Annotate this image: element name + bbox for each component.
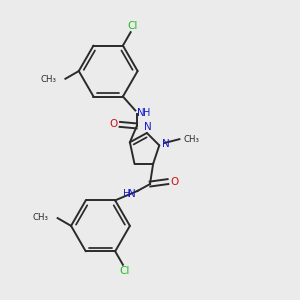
Text: N: N — [137, 108, 145, 118]
Text: N: N — [128, 189, 136, 199]
Text: Cl: Cl — [127, 21, 137, 31]
Text: H: H — [143, 108, 150, 118]
Text: O: O — [171, 177, 179, 187]
Text: H: H — [123, 189, 131, 199]
Text: O: O — [109, 119, 117, 129]
Text: N: N — [162, 139, 170, 149]
Text: CH₃: CH₃ — [183, 135, 199, 144]
Text: N: N — [144, 122, 152, 132]
Text: CH₃: CH₃ — [40, 75, 56, 84]
Text: Cl: Cl — [119, 266, 130, 276]
Text: CH₃: CH₃ — [32, 213, 48, 222]
